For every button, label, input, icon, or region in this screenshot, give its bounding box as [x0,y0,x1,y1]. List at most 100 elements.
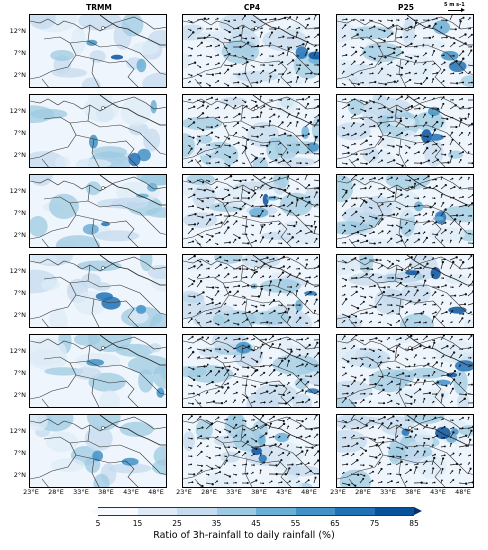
wind-vector-head [207,260,210,263]
wind-vector-head [228,155,232,159]
wind-vector [467,439,471,448]
wind-vector-head [227,369,230,372]
wind-vector-head [278,78,280,81]
wind-vector-head [443,61,446,64]
wind-vector [223,387,229,395]
wind-vector-head [246,337,249,340]
wind-vector-head [317,73,319,76]
wind-vector-head [450,302,452,304]
wind-vector-head [287,307,290,310]
country-border [252,416,319,432]
rainfall-shading [337,336,358,362]
wind-vector-head [311,446,314,449]
wind-vector-head [432,315,436,318]
wind-vector-head [409,384,412,387]
wind-vector [350,159,358,164]
wind-vector-head [288,258,290,261]
wind-vector-head [254,239,257,242]
wind-vector-head [415,59,417,62]
wind-vector-head [262,69,265,72]
wind-vector [259,424,267,430]
wind-vector-head [280,197,282,200]
wind-vector-head [263,262,266,266]
wind-vector-head [382,290,386,294]
wind-vector-head [387,96,390,99]
wind-vector-head [361,417,363,420]
wind-vector-head [280,99,282,101]
wind-vector-head [400,277,403,281]
wind-vector-head [253,66,255,68]
wind-vector-head [284,472,288,476]
wind-vector [350,473,359,476]
wind-vector [377,423,383,430]
wind-vector-head [189,80,191,83]
wind-vector-head [239,45,242,49]
wind-vector-head [190,447,192,449]
wind-vector [458,21,461,30]
wind-vector-head [343,267,345,270]
wind-vector-head [470,429,473,433]
wind-vector-head [469,232,471,235]
rainfall-shading [266,137,283,161]
rainfall-shading [274,157,316,167]
wind-vector-head [420,481,423,484]
wind-vector-head [246,472,249,475]
wind-vector-head [238,236,241,240]
wind-vector-head [219,470,222,474]
wind-vector-head [235,131,238,134]
wind-vector-head [344,436,347,439]
wind-vector-head [290,46,293,49]
country-border [222,360,242,364]
wind-vector-head [469,71,471,73]
wind-vector-head [406,35,409,38]
wind-vector-head [455,214,459,217]
wind-vector-head [411,348,414,351]
wind-vector-head [344,43,347,46]
wind-vector-head [445,19,448,22]
wind-vector-head [284,188,287,192]
wind-vector-head [453,42,456,45]
wind-vector-head [308,343,311,347]
x-tick-label: 33°E [380,488,396,496]
wind-vector-head [344,347,347,350]
wind-vector-head [316,203,319,206]
wind-vector-head [255,360,259,363]
rainfall-shading [147,265,166,279]
wind-vector-head [270,357,272,359]
wind-vector-head [424,255,427,258]
wind-vector-head [443,135,446,138]
wind-vector-head [210,131,214,134]
wind-vector-head [469,346,472,349]
rainfall-shading [388,116,416,128]
wind-vector-head [364,187,367,190]
wind-vector-head [363,51,366,54]
rainfall-hotspot [433,216,444,221]
rainfall-shading [89,50,106,63]
wind-vector-head [192,280,196,283]
wind-vector-head [461,98,464,100]
wind-vector-head [211,286,215,289]
wind-vector [377,138,384,146]
wind-vector [277,188,286,191]
wind-vector-head [379,453,382,456]
wind-vector-head [372,156,376,159]
wind-vector-head [354,401,357,404]
wind-vector-head [282,384,285,387]
wind-vector-head [234,19,236,21]
wind-vector-head [400,460,403,463]
country-border [41,398,49,407]
wind-vector-head [225,104,228,106]
wind-vector-head [388,372,390,375]
wind-vector-head [260,287,263,291]
wind-vector-head [217,136,220,139]
wind-vector-head [308,195,311,198]
rainfall-hotspot [401,428,410,436]
rainfall-shading [348,26,395,40]
wind-vector-head [353,113,357,116]
rainfall-shading [417,455,447,479]
map-svg [183,15,319,87]
wind-vector [404,348,413,350]
wind-vector [313,285,319,288]
wind-vector-head [235,212,238,214]
wind-vector-head [348,315,351,319]
